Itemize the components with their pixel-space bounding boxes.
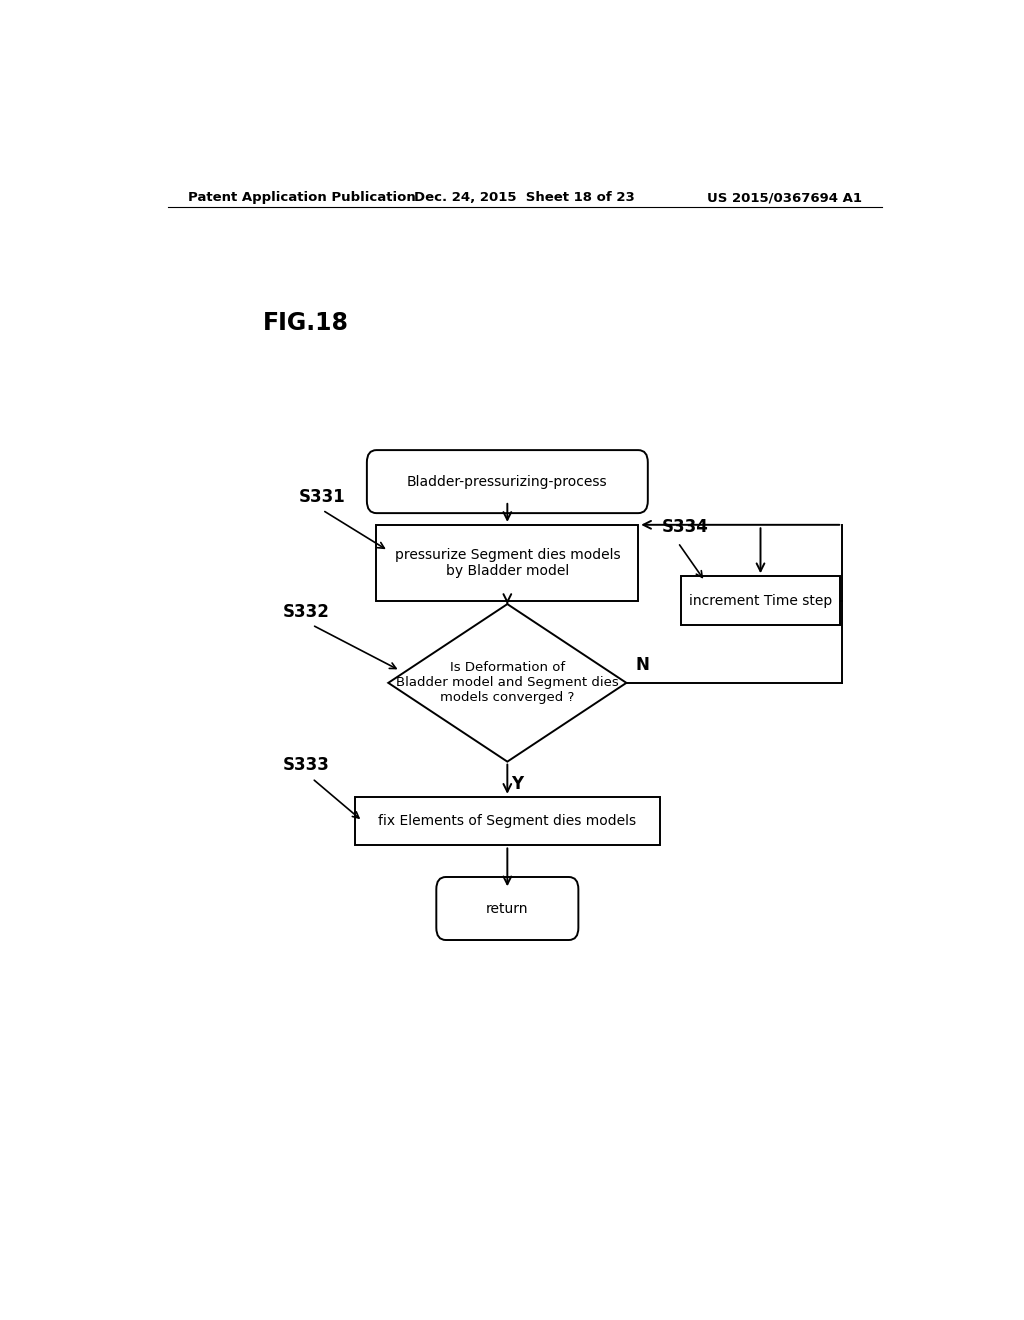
Text: Y: Y — [511, 775, 523, 793]
Text: Dec. 24, 2015  Sheet 18 of 23: Dec. 24, 2015 Sheet 18 of 23 — [415, 191, 635, 205]
FancyBboxPatch shape — [367, 450, 648, 513]
Text: return: return — [486, 902, 528, 916]
Text: S332: S332 — [283, 603, 330, 620]
Text: S334: S334 — [662, 519, 709, 536]
FancyBboxPatch shape — [354, 797, 660, 846]
FancyBboxPatch shape — [377, 525, 638, 601]
Text: Bladder-pressurizing-process: Bladder-pressurizing-process — [407, 475, 607, 488]
Text: FIG.18: FIG.18 — [263, 312, 349, 335]
Text: pressurize Segment dies models
by Bladder model: pressurize Segment dies models by Bladde… — [394, 548, 621, 578]
Text: Is Deformation of
Bladder model and Segment dies
models converged ?: Is Deformation of Bladder model and Segm… — [396, 661, 618, 705]
FancyBboxPatch shape — [436, 876, 579, 940]
Text: S331: S331 — [299, 488, 345, 506]
Text: S333: S333 — [283, 756, 330, 775]
Text: N: N — [636, 656, 650, 673]
Text: fix Elements of Segment dies models: fix Elements of Segment dies models — [378, 814, 636, 828]
Text: Patent Application Publication: Patent Application Publication — [187, 191, 416, 205]
Text: US 2015/0367694 A1: US 2015/0367694 A1 — [708, 191, 862, 205]
Text: increment Time step: increment Time step — [689, 594, 833, 607]
Polygon shape — [388, 605, 627, 762]
FancyBboxPatch shape — [681, 576, 840, 624]
